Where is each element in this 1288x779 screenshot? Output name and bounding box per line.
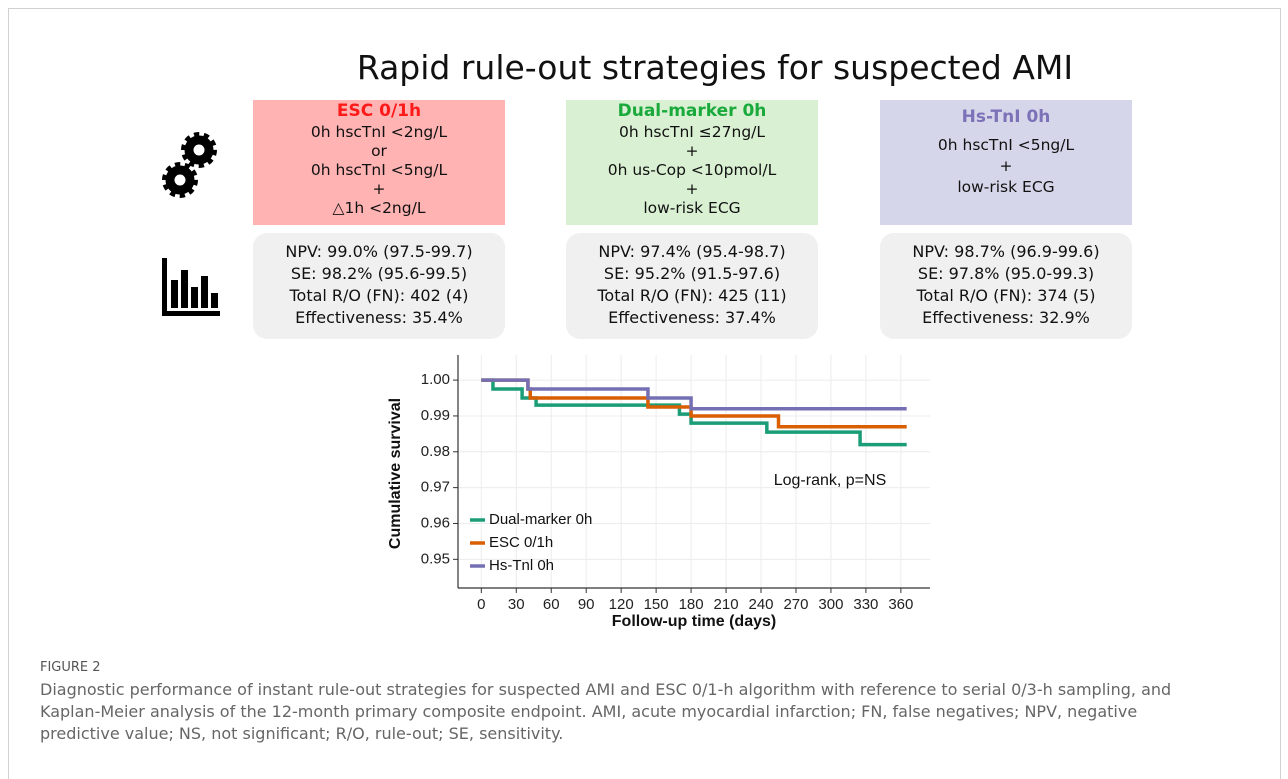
stats-line: NPV: 97.4% (95.4-98.7) <box>598 242 786 261</box>
panel-header: ESC 0/1h <box>336 101 422 121</box>
criteria-line: + <box>685 142 699 160</box>
x-tick-label: 180 <box>679 596 704 613</box>
y-tick-label: 0.97 <box>421 479 450 496</box>
panel-header: Hs-TnI 0h <box>961 107 1051 127</box>
stats-line: Total R/O (FN): 402 (4) <box>289 286 469 305</box>
figure-frame <box>8 8 1281 779</box>
stats-line: Effectiveness: 37.4% <box>608 308 776 327</box>
x-tick-label: 360 <box>888 596 913 613</box>
stats-line: SE: 95.2% (91.5-97.6) <box>603 264 781 283</box>
y-tick-label: 0.95 <box>421 550 450 567</box>
x-tick-label: 90 <box>578 596 595 613</box>
x-tick-label: 300 <box>818 596 843 613</box>
y-tick-label: 0.96 <box>421 514 450 531</box>
figure-title: Rapid rule-out strategies for suspected … <box>356 48 1074 87</box>
criteria-line: or <box>371 142 387 160</box>
criteria-line: low-risk ECG <box>957 178 1055 196</box>
criteria-line: 0h hscTnI <5ng/L <box>310 161 448 179</box>
stats-line: Total R/O (FN): 374 (5) <box>916 286 1096 305</box>
x-tick-label: 120 <box>609 596 634 613</box>
criteria-line: 0h hscTnI <2ng/L <box>310 123 448 141</box>
y-tick-label: 0.98 <box>421 443 450 460</box>
annotation: Log-rank, p=NS <box>774 472 887 489</box>
stats-line: Effectiveness: 35.4% <box>295 308 463 327</box>
stats-box: NPV: 99.0% (97.5-99.7) SE: 98.2% (95.6-99… <box>253 233 505 339</box>
stats-box: NPV: 98.7% (96.9-99.6) SE: 97.8% (95.0-99… <box>880 233 1132 339</box>
legend-label: Hs-Tnl 0h <box>489 557 554 574</box>
y-tick-label: 0.99 <box>421 407 450 424</box>
panel-header: Dual-marker 0h <box>617 101 767 121</box>
criteria-line: low-risk ECG <box>643 199 741 217</box>
legend-label: Dual-marker 0h <box>489 511 592 528</box>
y-tick-label: 1.00 <box>421 371 450 388</box>
stats-line: NPV: 98.7% (96.9-99.6) <box>912 242 1100 261</box>
criteria-line: 0h hscTnI ≤27ng/L <box>618 123 766 141</box>
caption-line: Kaplan-Meier analysis of the 12-month pr… <box>40 702 1138 721</box>
x-tick-label: 210 <box>714 596 739 613</box>
x-tick-label: 330 <box>853 596 878 613</box>
x-tick-label: 240 <box>748 596 773 613</box>
criteria-line: 0h hscTnI <5ng/L <box>937 136 1075 154</box>
caption-line: predictive value; NS, not significant; R… <box>40 724 564 743</box>
criteria-box: Dual-marker 0h 0h hscTnI ≤27ng/L +0h us-Co… <box>566 100 818 225</box>
x-tick-label: 270 <box>783 596 808 613</box>
x-tick-label: 150 <box>644 596 669 613</box>
x-axis-title: Follow-up time (days) <box>612 613 776 630</box>
criteria-line: + <box>999 157 1013 175</box>
stats-line: Total R/O (FN): 425 (11) <box>597 286 787 305</box>
caption-label: FIGURE 2 <box>40 660 101 675</box>
criteria-box: Hs-TnI 0h 0h hscTnI <5ng/L + low-risk ECG <box>880 100 1132 225</box>
stats-line: NPV: 99.0% (97.5-99.7) <box>285 242 473 261</box>
survival-curve <box>481 378 907 429</box>
criteria-line: 0h us-Cop <10pmol/L <box>607 161 777 179</box>
x-tick-label: 0 <box>477 596 485 613</box>
stats-line: SE: 97.8% (95.0-99.3) <box>917 264 1095 283</box>
x-tick-label: 60 <box>543 596 560 613</box>
survival-curve <box>481 378 907 411</box>
y-axis-title: Cumulative survival <box>387 398 404 549</box>
survival-curve <box>481 378 907 447</box>
caption-line: Diagnostic performance of instant rule-o… <box>40 680 1172 699</box>
criteria-line: + <box>372 180 386 198</box>
stats-line: Effectiveness: 32.9% <box>922 308 1090 327</box>
legend-label: ESC 0/1h <box>489 534 553 551</box>
criteria-line: △1h <2ng/L <box>332 199 426 217</box>
criteria-box: ESC 0/1h 0h hscTnI <2ng/L or 0h hscTnI <5ng… <box>253 100 505 225</box>
x-tick-label: 30 <box>508 596 525 613</box>
stats-line: SE: 98.2% (95.6-99.5) <box>290 264 468 283</box>
stats-box: NPV: 97.4% (95.4-98.7) SE: 95.2% (91.5-97… <box>566 233 818 339</box>
criteria-line: + <box>685 180 699 198</box>
